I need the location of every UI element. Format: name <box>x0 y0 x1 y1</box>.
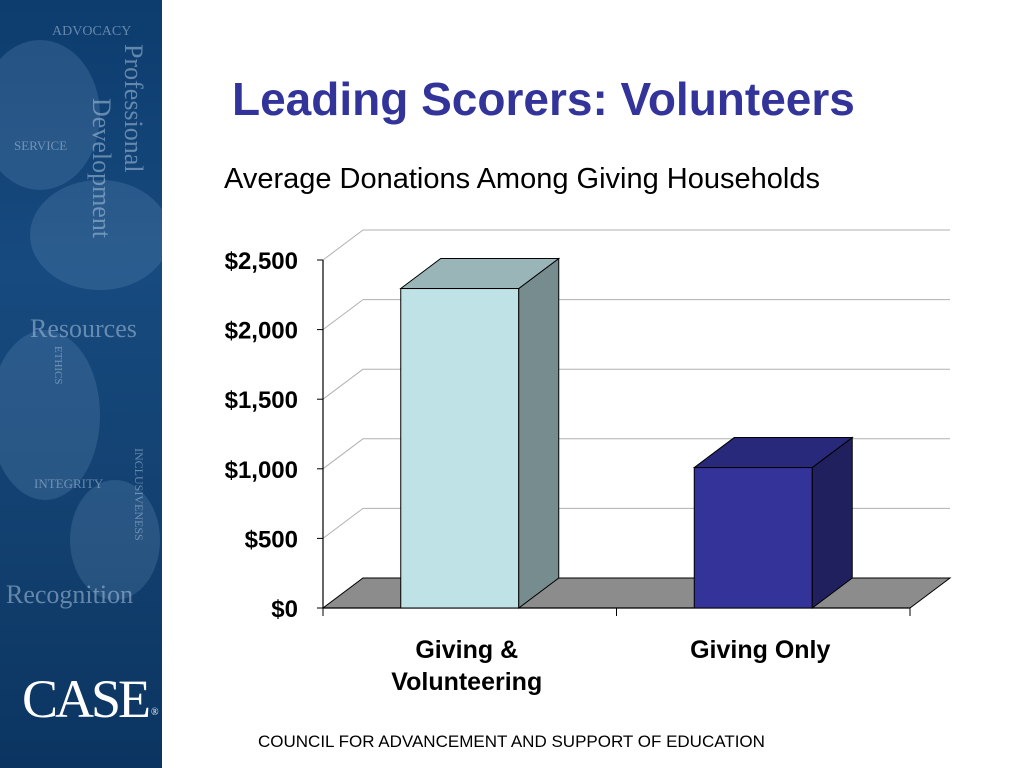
y-tick-label: $1,500 <box>225 387 298 414</box>
sidebar-word-resources: Resources <box>30 314 137 343</box>
chart-title: Average Donations Among Giving Household… <box>224 163 820 195</box>
grid-line-depth <box>322 507 364 539</box>
y-tick-label: $500 <box>245 526 298 553</box>
bar-front <box>400 288 520 609</box>
map-shape <box>30 180 162 290</box>
footer-text: COUNCIL FOR ADVANCEMENT AND SUPPORT OF E… <box>258 732 765 751</box>
x-category-label-line: Volunteering <box>391 668 542 696</box>
y-tick-label: $0 <box>271 596 298 623</box>
map-shape <box>0 330 100 500</box>
sidebar-word-integrity: INTEGRITY <box>34 476 104 491</box>
grid-line-depth <box>322 438 364 470</box>
registered-mark: ® <box>151 707 159 718</box>
page-title: Leading Scorers: Volunteers <box>232 73 855 125</box>
case-logo: CASE ® <box>22 669 159 729</box>
grid-line-depth <box>322 229 364 261</box>
y-tick-label: $1,000 <box>225 457 298 484</box>
x-category-label: Giving & Volunteering <box>391 636 542 696</box>
map-shape <box>0 40 100 190</box>
x-category-label-line: Giving & <box>415 636 518 664</box>
y-tick-label: $2,000 <box>225 318 298 345</box>
sidebar-word-service: SERVICE <box>14 138 68 153</box>
sidebar-word-recognition: Recognition <box>6 580 134 609</box>
sidebar-word-advocacy: ADVOCACY <box>52 24 132 39</box>
x-category-label: Giving Only <box>690 636 830 664</box>
grid-line-depth <box>322 299 364 331</box>
map-shape <box>70 480 160 600</box>
sidebar-banner: ADVOCACY Professional Development SERVIC… <box>0 0 162 768</box>
bar-top <box>692 437 854 469</box>
bar-side <box>518 257 560 609</box>
grid-line-depth <box>322 368 364 400</box>
y-tick-label: $2,500 <box>225 248 298 275</box>
bar-front <box>693 467 813 609</box>
bar-top <box>399 258 561 290</box>
x-category-label-line: Giving Only <box>690 636 830 664</box>
